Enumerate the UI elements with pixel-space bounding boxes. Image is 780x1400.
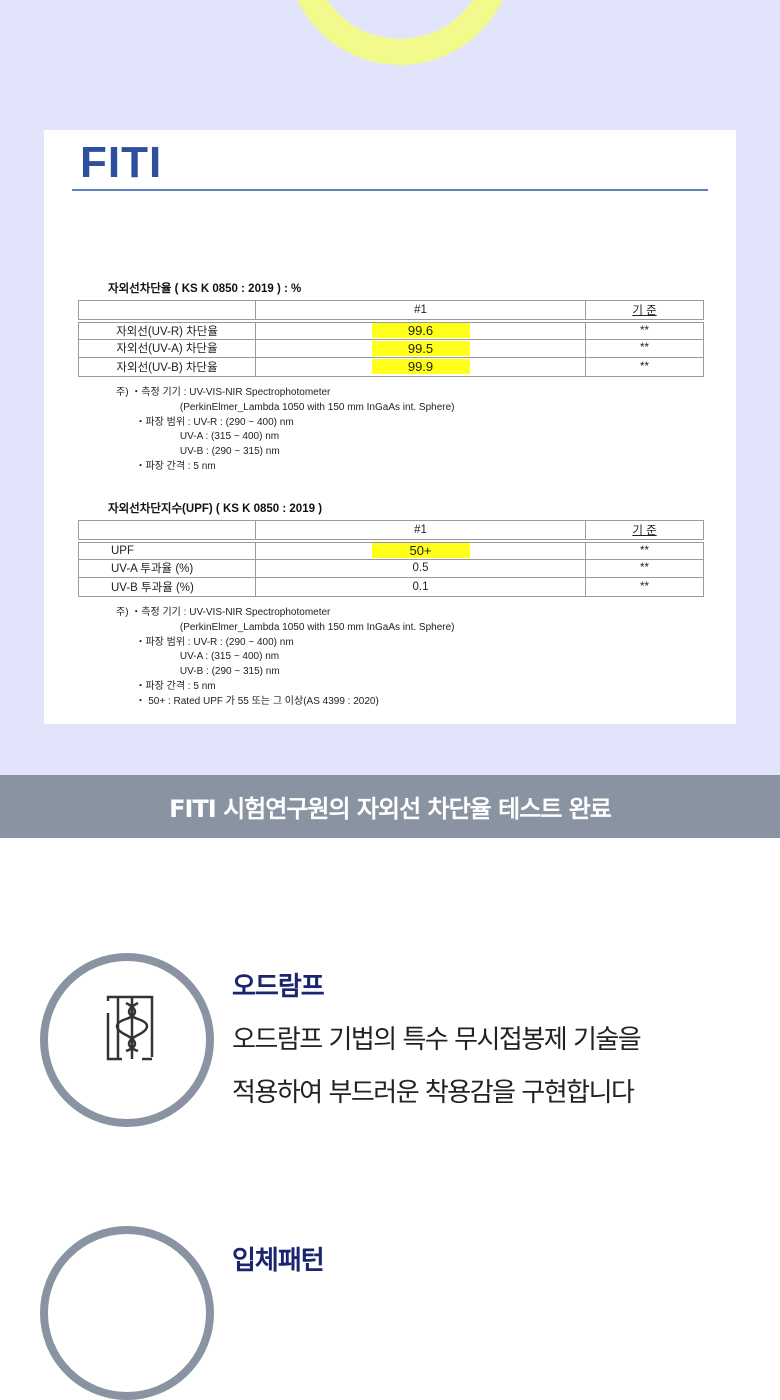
divider bbox=[72, 189, 708, 191]
pattern-icon bbox=[40, 1226, 214, 1400]
test-complete-banner: FITI 시험연구원의 자외선 차단율 테스트 완료 bbox=[0, 775, 780, 838]
table-row: 자외선(UV-A) 차단율 99.5 ** bbox=[78, 338, 704, 358]
upf-table: #1 기 준 UPF 50+ ** UV-A 투과율 (%) 0.5 ** UV-B 투과… bbox=[78, 520, 704, 597]
table-row: 자외선(UV-B) 차단율 99.9 ** bbox=[78, 357, 704, 377]
table-row: UPF 50+ ** bbox=[78, 540, 704, 560]
table2-title: 자외선차단지수(UPF) ( KS K 0850 : 2019 ) bbox=[108, 503, 323, 515]
table-row: UV-B 투과율 (%) 0.1 ** bbox=[78, 577, 704, 597]
feature-title: 오드람프 bbox=[232, 972, 325, 1002]
table2-notes: 주) ・측정 기기 : UV-VIS-NIR Spectrophotometer… bbox=[116, 607, 455, 707]
feature-description: 오드람프 기법의 특수 무시접봉제 기술을 bbox=[232, 1025, 642, 1055]
feature-description: 적용하여 부드러운 착용감을 구현합니다 bbox=[232, 1078, 635, 1108]
stitch-icon bbox=[40, 953, 214, 1127]
table1-title: 자외선차단율 ( KS K 0850 : 2019 ) : % bbox=[108, 283, 302, 295]
table1-notes: 주) ・측정 기기 : UV-VIS-NIR Spectrophotometer… bbox=[116, 387, 455, 472]
fiti-logo: FITI bbox=[80, 138, 163, 187]
feature-title: 입체패턴 bbox=[232, 1246, 325, 1276]
test-report-document: FITI 자외선차단율 ( KS K 0850 : 2019 ) : % #1 기… bbox=[44, 130, 736, 724]
table-row: 자외선(UV-R) 차단율 99.6 ** bbox=[78, 320, 704, 340]
hero-section: FITI 자외선차단율 ( KS K 0850 : 2019 ) : % #1 기… bbox=[0, 0, 780, 775]
uv-blocking-table: #1 기 준 자외선(UV-R) 차단율 99.6 ** 자외선(UV-A) 차단율 9… bbox=[78, 300, 704, 377]
table-row: UV-A 투과율 (%) 0.5 ** bbox=[78, 558, 704, 578]
decorative-ring bbox=[285, 0, 515, 65]
